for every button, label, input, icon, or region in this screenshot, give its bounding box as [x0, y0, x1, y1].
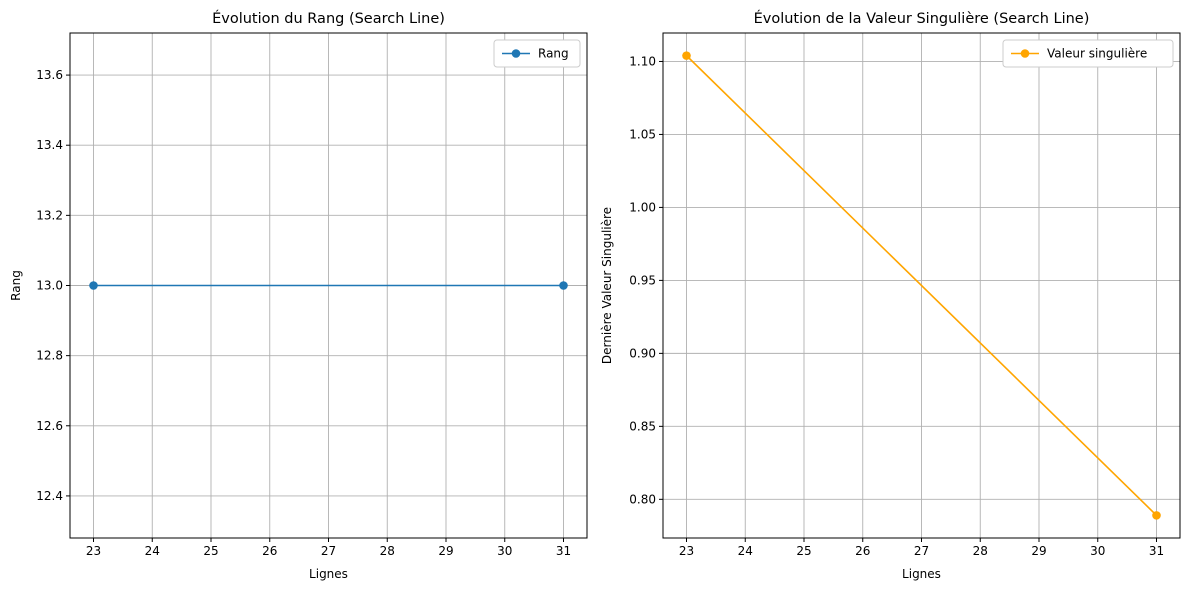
y-tick-label: 13.4 [36, 138, 63, 152]
plot-frame [662, 32, 1181, 539]
x-tick-label: 29 [1031, 544, 1046, 558]
y-tick-label: 0.85 [629, 419, 656, 433]
data-point [89, 281, 98, 290]
y-tick-label: 13.6 [36, 68, 63, 82]
x-tick-label: 23 [86, 544, 101, 558]
y-axis-label: Rang [9, 270, 23, 301]
chart-title: Évolution du Rang (Search Line) [212, 10, 445, 27]
x-tick-label: 26 [262, 544, 277, 558]
x-tick-label: 30 [1090, 544, 1105, 558]
y-tick-label: 0.90 [629, 346, 656, 360]
y-tick-label: 1.10 [629, 54, 656, 68]
y-axis-label: Dernière Valeur Singulière [600, 207, 614, 364]
plot-frame [69, 32, 588, 539]
legend-marker [511, 49, 521, 58]
legend-box [493, 39, 581, 68]
x-tick-label: 27 [321, 544, 336, 558]
data-point [1152, 511, 1161, 520]
x-axis-label: Lignes [902, 567, 941, 581]
x-tick-label: 24 [145, 544, 160, 558]
x-tick-label: 28 [380, 544, 395, 558]
y-tick-label: 12.8 [36, 349, 63, 363]
y-tick-label: 0.80 [629, 492, 656, 506]
x-tick-label: 26 [855, 544, 870, 558]
legend-label: Rang [538, 47, 569, 61]
x-tick-label: 25 [796, 544, 811, 558]
x-tick-label: 30 [497, 544, 512, 558]
x-tick-label: 29 [438, 544, 453, 558]
chart-rang: 23 24 25 26 27 28 29 30 31 12.4 12.6 12.8 13.0 13.2 13… [9, 10, 588, 581]
y-tick-label: 1.00 [629, 200, 656, 214]
chart-title: Évolution de la Valeur Singulière (Searc… [754, 10, 1090, 27]
x-tick-label: 31 [1149, 544, 1164, 558]
legend: Valeur singulière [1002, 39, 1174, 68]
legend: Rang [493, 39, 581, 68]
y-tick-label: 1.05 [629, 127, 656, 141]
legend-box [1002, 39, 1174, 68]
chart-valeur-singuliere: 23 24 25 26 27 28 29 30 31 0.80 0.85 0.90 0.95 1.00 1.… [600, 10, 1181, 581]
y-tick-label: 12.4 [36, 489, 63, 503]
data-point [682, 51, 691, 60]
y-tick-label: 12.6 [36, 419, 63, 433]
x-tick-label: 28 [973, 544, 988, 558]
y-tick-label: 0.95 [629, 273, 656, 287]
x-tick-label: 31 [556, 544, 571, 558]
legend-label: Valeur singulière [1047, 47, 1147, 61]
x-axis-label: Lignes [309, 567, 348, 581]
y-tick-label: 13.2 [36, 208, 63, 222]
legend-marker [1020, 49, 1030, 58]
y-tick-label: 13.0 [36, 279, 63, 293]
x-tick-label: 27 [914, 544, 929, 558]
series-line [685, 55, 1158, 516]
data-point [559, 281, 568, 290]
x-tick-label: 24 [738, 544, 753, 558]
x-tick-label: 23 [679, 544, 694, 558]
x-tick-label: 25 [203, 544, 218, 558]
